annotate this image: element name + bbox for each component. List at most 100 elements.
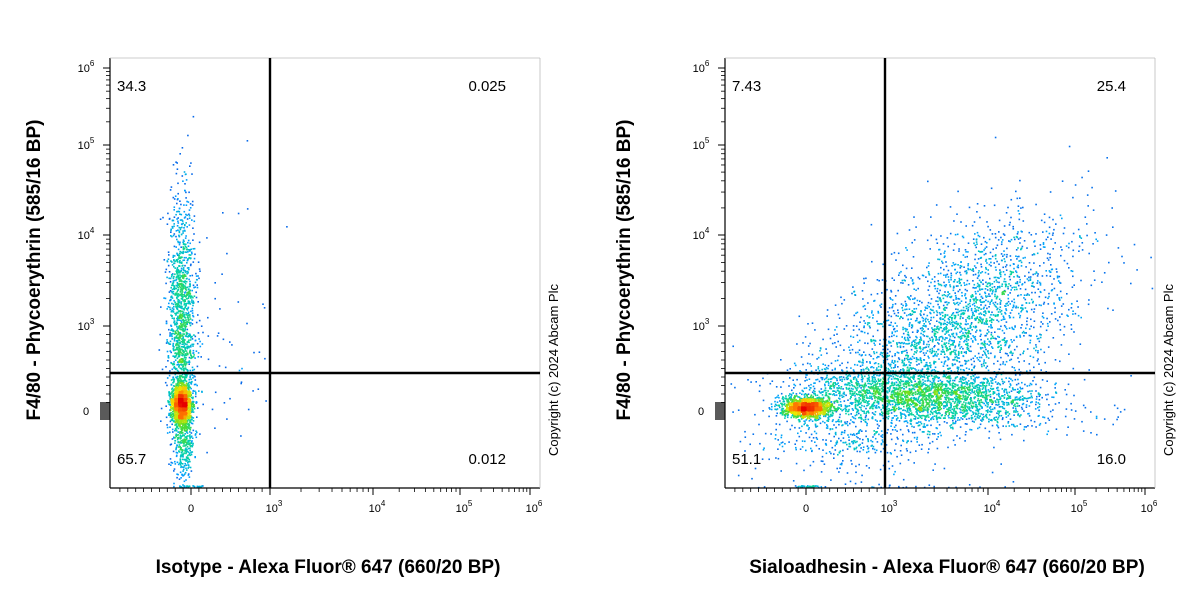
event-point bbox=[176, 420, 179, 422]
event-point bbox=[852, 325, 855, 327]
event-point bbox=[185, 251, 188, 253]
event-point bbox=[172, 401, 174, 404]
event-point bbox=[964, 249, 967, 251]
event-point bbox=[188, 363, 190, 365]
event-point bbox=[176, 413, 179, 415]
event-point bbox=[190, 470, 193, 472]
event-point bbox=[737, 474, 740, 477]
event-point bbox=[844, 483, 847, 485]
event-point bbox=[180, 301, 183, 303]
event-point bbox=[173, 245, 176, 248]
event-point bbox=[186, 347, 189, 350]
event-point bbox=[175, 354, 177, 357]
event-point bbox=[182, 268, 185, 271]
event-point bbox=[792, 480, 795, 482]
event-point bbox=[189, 444, 191, 446]
event-point bbox=[181, 312, 184, 315]
event-point bbox=[900, 444, 902, 447]
event-point bbox=[178, 424, 180, 427]
event-point bbox=[173, 317, 175, 320]
event-point bbox=[168, 394, 170, 396]
event-point bbox=[179, 425, 181, 428]
event-point bbox=[865, 465, 868, 467]
event-point bbox=[1047, 259, 1050, 261]
event-point bbox=[1081, 242, 1084, 244]
event-point bbox=[182, 239, 185, 241]
event-point bbox=[168, 374, 171, 377]
event-point bbox=[1019, 197, 1021, 199]
event-point bbox=[286, 226, 288, 228]
event-point bbox=[1072, 232, 1075, 235]
event-point bbox=[890, 345, 893, 347]
event-point bbox=[858, 349, 861, 351]
event-point bbox=[186, 384, 189, 386]
event-point bbox=[882, 417, 885, 420]
event-point bbox=[176, 162, 178, 164]
event-point bbox=[1035, 304, 1037, 307]
event-point bbox=[183, 439, 185, 441]
event-point bbox=[178, 231, 181, 234]
event-point bbox=[1073, 418, 1076, 420]
event-point bbox=[912, 256, 915, 258]
event-point bbox=[183, 259, 186, 261]
event-point bbox=[188, 422, 190, 425]
event-point bbox=[838, 437, 840, 440]
event-point bbox=[184, 245, 187, 248]
event-point bbox=[935, 238, 938, 241]
event-point bbox=[899, 428, 902, 431]
event-point bbox=[996, 424, 998, 426]
event-point bbox=[831, 342, 834, 345]
event-point bbox=[1049, 256, 1051, 259]
event-point bbox=[802, 342, 804, 344]
event-point bbox=[190, 251, 193, 254]
event-point bbox=[184, 230, 186, 232]
event-point bbox=[998, 406, 1001, 408]
event-point bbox=[985, 334, 987, 337]
events-layer bbox=[158, 115, 288, 489]
event-point bbox=[177, 269, 180, 271]
event-point bbox=[856, 364, 859, 366]
event-point bbox=[182, 319, 184, 321]
event-point bbox=[187, 259, 189, 261]
event-point bbox=[842, 455, 844, 457]
event-point bbox=[171, 291, 174, 294]
event-point bbox=[185, 392, 187, 394]
event-point bbox=[836, 359, 839, 362]
event-point bbox=[207, 316, 209, 319]
event-point bbox=[207, 358, 210, 361]
event-point bbox=[1009, 284, 1012, 287]
event-point bbox=[172, 293, 175, 295]
event-point bbox=[818, 448, 820, 450]
event-point bbox=[171, 219, 174, 222]
event-point bbox=[168, 391, 171, 394]
event-point bbox=[191, 343, 193, 346]
event-point bbox=[1090, 411, 1092, 413]
event-point bbox=[193, 257, 196, 260]
event-point bbox=[183, 473, 186, 475]
event-point bbox=[888, 467, 891, 470]
x-tick-label: 104 bbox=[369, 499, 386, 515]
event-point bbox=[984, 377, 987, 380]
event-point bbox=[1021, 408, 1024, 410]
event-point bbox=[1006, 253, 1008, 256]
event-point bbox=[176, 271, 178, 274]
event-point bbox=[183, 428, 186, 431]
event-point bbox=[910, 295, 912, 297]
event-point bbox=[1033, 311, 1035, 313]
event-point bbox=[166, 432, 169, 434]
event-point bbox=[184, 364, 187, 366]
event-point bbox=[1023, 426, 1026, 428]
event-point bbox=[183, 309, 185, 311]
event-point bbox=[918, 363, 920, 365]
event-point bbox=[170, 409, 172, 412]
event-point bbox=[1017, 205, 1020, 207]
event-point bbox=[927, 328, 929, 330]
event-point bbox=[180, 477, 182, 479]
event-point bbox=[166, 384, 168, 387]
event-point bbox=[189, 203, 192, 205]
event-point bbox=[882, 464, 885, 467]
event-point bbox=[981, 354, 984, 356]
event-point bbox=[888, 307, 891, 309]
event-point bbox=[195, 321, 198, 324]
event-point bbox=[1019, 242, 1021, 244]
